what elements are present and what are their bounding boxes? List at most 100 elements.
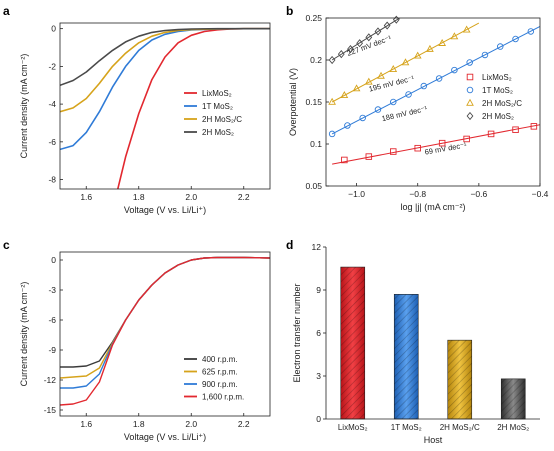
data-point	[414, 144, 421, 152]
data-point	[328, 97, 336, 105]
y-axis-label: Overpotential (V)	[288, 68, 298, 136]
y-tick-label: -9	[48, 345, 56, 355]
legend-entry: 1T MoS₂	[202, 102, 233, 111]
series-line-3	[59, 256, 271, 406]
fit-line-0	[332, 124, 540, 165]
x-axis-label: Host	[424, 435, 443, 445]
legend-entry: 2H MoS₂	[482, 112, 514, 121]
legend-entry: 400 r.p.m.	[202, 355, 238, 364]
series-line-2	[60, 27, 270, 113]
data-point	[374, 106, 382, 113]
legend-marker	[466, 86, 474, 94]
y-tick-label: 3	[316, 371, 321, 381]
x-tick-label: −0.4	[532, 189, 549, 199]
data-point	[413, 51, 422, 59]
x-tick-label: 2.0	[185, 419, 197, 429]
slope-label: 195 mV dec⁻¹	[368, 73, 416, 93]
panel-a: 1.6 1.8 2.0 2.2 0 -2 -4 -6 -8 Voltage (V vs. Li/L…	[19, 22, 271, 215]
data-point	[462, 25, 471, 33]
x-tick-label: 1.8	[133, 419, 145, 429]
data-point	[530, 123, 538, 130]
data-point	[352, 84, 361, 92]
data-point	[337, 50, 345, 59]
data-point	[389, 65, 398, 72]
legend-marker	[466, 73, 474, 81]
y-axis-label: Current density (mA cm⁻²)	[19, 282, 29, 387]
x-tick-label: 1.6	[80, 419, 92, 429]
data-point	[340, 91, 349, 99]
fit-line-2	[331, 22, 480, 103]
y-tick-label: 0.2	[310, 55, 322, 65]
panel-label-c: c	[3, 238, 10, 252]
x-tick-label: −0.8	[409, 189, 426, 199]
x-tick-label: 2H MoS₂	[497, 423, 529, 432]
data-point	[463, 135, 470, 143]
panel-d: LixMoS₂ 1T MoS₂ 2H MoS₂/C 2H MoS₂ 0 3 6 9 12 Host…	[292, 242, 540, 445]
y-tick-label: -3	[48, 285, 56, 295]
data-point	[392, 15, 400, 24]
bar-hatch-1	[394, 294, 419, 419]
x-tick-label: 1.6	[80, 192, 92, 202]
y-tick-label: 0.05	[305, 181, 322, 191]
legend-entry: 2H MoS₂/C	[202, 115, 242, 124]
y-axis-label: Current density (mA cm⁻²)	[19, 54, 29, 159]
legend-entry: 2H MoS₂	[202, 128, 234, 137]
legend-entry: 900 r.p.m.	[202, 380, 238, 389]
data-point	[512, 35, 519, 43]
y-tick-label: -12	[44, 375, 57, 385]
bar-hatch-0	[340, 267, 365, 419]
legend-marker	[466, 111, 474, 121]
y-tick-label: 0	[51, 255, 56, 265]
series-line-3	[60, 27, 270, 87]
data-point	[347, 44, 354, 54]
x-tick-label: 2H MoS₂/C	[440, 423, 480, 432]
data-point	[487, 130, 495, 138]
panel-label-a: a	[3, 4, 10, 18]
x-axis-label: Voltage (V vs. Li/Li⁺)	[124, 205, 206, 215]
x-tick-label: 1T MoS₂	[391, 423, 422, 432]
legend-entry: 625 r.p.m.	[202, 368, 238, 377]
panel-label-b: b	[286, 4, 293, 18]
data-point	[383, 21, 391, 30]
y-tick-label: 6	[316, 328, 321, 338]
y-tick-label: -15	[44, 405, 57, 415]
series-line-0	[117, 27, 270, 189]
data-point	[328, 130, 336, 138]
x-tick-label: 2.2	[238, 192, 250, 202]
panel-c: 1.6 1.8 2.0 2.2 0 -3 -6 -9 -12 -15 Voltage (V vs. …	[19, 251, 271, 442]
x-tick-label: 1.8	[133, 192, 145, 202]
data-point	[341, 156, 348, 164]
x-tick-label: −0.6	[470, 189, 487, 199]
legend-entry: 1T MoS₂	[482, 86, 513, 95]
x-tick-label: 2.2	[238, 419, 250, 429]
data-point	[374, 27, 382, 36]
x-tick-label: −1.0	[348, 189, 365, 199]
y-tick-label: 0.1	[310, 139, 322, 149]
slope-label: 188 mV dec⁻¹	[381, 104, 429, 123]
plot-frame-a	[59, 22, 271, 190]
data-point	[438, 139, 446, 147]
data-point	[512, 126, 519, 133]
data-point	[390, 98, 397, 106]
bar-hatch-3	[501, 378, 526, 419]
panel-label-d: d	[286, 238, 293, 252]
y-tick-label: 0.15	[305, 97, 322, 107]
data-point	[328, 55, 336, 65]
data-point	[356, 39, 364, 48]
plot-frame-c	[59, 251, 271, 417]
data-point	[344, 122, 351, 129]
y-tick-label: 12	[312, 242, 322, 252]
y-tick-label: -4	[48, 99, 56, 109]
data-point	[405, 91, 412, 98]
series-line-2	[60, 256, 271, 389]
data-point	[401, 58, 410, 66]
fit-line-1	[331, 25, 540, 135]
y-tick-label: -8	[48, 175, 56, 185]
data-point	[420, 82, 428, 90]
legend-entry: LixMoS₂	[482, 73, 512, 82]
y-tick-label: 9	[316, 285, 321, 295]
series-line-1	[60, 27, 270, 151]
data-point	[435, 75, 443, 82]
data-point	[390, 148, 397, 155]
